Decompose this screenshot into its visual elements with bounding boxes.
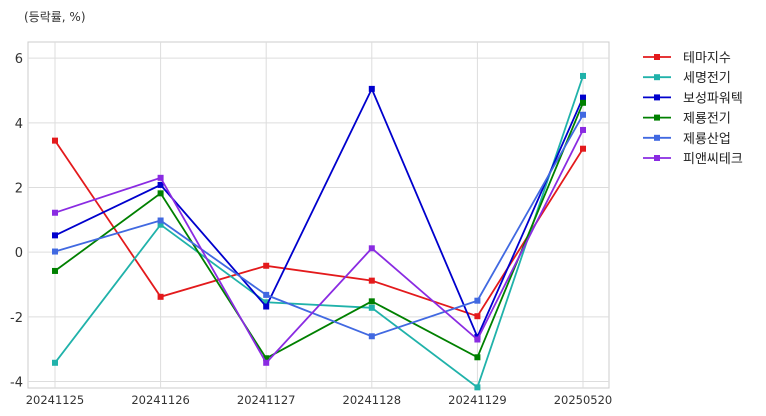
data-point xyxy=(580,126,586,133)
data-point xyxy=(474,336,481,343)
data-point xyxy=(263,262,270,269)
data-point xyxy=(474,297,481,304)
legend-entry: 보성파워텍 xyxy=(643,91,743,106)
data-point xyxy=(474,384,481,391)
data-point xyxy=(157,174,164,181)
data-point xyxy=(52,267,58,274)
legend-marker xyxy=(654,94,660,101)
data-point xyxy=(52,137,58,144)
series-lines xyxy=(52,72,586,391)
x-tick-label: 20241125 xyxy=(26,393,85,407)
data-point xyxy=(157,293,164,300)
legend-marker xyxy=(654,74,660,81)
series-line xyxy=(54,140,584,318)
x-tick-label: 20241126 xyxy=(131,393,190,407)
data-point xyxy=(263,303,270,310)
data-point xyxy=(157,221,164,228)
data-point xyxy=(474,313,481,320)
data-point xyxy=(368,277,375,284)
y-tick-label: 6 xyxy=(15,52,23,67)
data-point xyxy=(52,209,58,216)
y-tick-label: -4 xyxy=(10,376,23,391)
y-tick-label: 2 xyxy=(15,182,23,197)
x-tick-label: 20241128 xyxy=(343,393,402,407)
data-point xyxy=(263,355,270,362)
data-point xyxy=(368,304,375,311)
y-tick-label: 0 xyxy=(15,246,23,261)
legend-entry: 제룡산업 xyxy=(643,132,731,147)
data-point xyxy=(52,232,58,239)
data-point xyxy=(474,354,481,361)
data-point xyxy=(580,72,586,79)
legend-marker xyxy=(654,155,660,161)
legend-label: 제룡전기 xyxy=(683,112,731,127)
legend-label: 테마지수 xyxy=(683,51,731,66)
legend-label: 제룡산업 xyxy=(683,132,731,147)
axes: -4 -2 0 2 4 6 20241125 20241126 20241127 20241128… xyxy=(10,52,612,407)
data-point xyxy=(263,291,270,298)
legend-label: 세명전기 xyxy=(683,71,731,86)
data-point xyxy=(157,190,164,197)
series-line xyxy=(54,86,584,340)
x-tick-label: 20241129 xyxy=(448,393,507,407)
data-point xyxy=(368,298,375,305)
plot-area xyxy=(27,41,610,389)
legend-marker xyxy=(654,114,660,121)
unit-label: (등락률, %) xyxy=(24,10,86,24)
legend-entry: 세명전기 xyxy=(643,71,731,86)
data-point xyxy=(157,181,164,188)
legend-entry: 제룡전기 xyxy=(643,112,731,127)
series-line xyxy=(54,129,584,365)
y-tick-label: 4 xyxy=(15,117,23,132)
legend-marker xyxy=(654,54,660,60)
data-point xyxy=(52,359,58,366)
legend-label: 보성파워텍 xyxy=(683,91,743,106)
data-point xyxy=(263,359,270,366)
data-point xyxy=(580,111,586,118)
data-point xyxy=(368,85,375,92)
legend-entry: 테마지수 xyxy=(643,51,731,66)
grid-lines xyxy=(27,41,610,389)
series-line xyxy=(54,102,584,360)
data-point xyxy=(580,99,586,106)
data-point xyxy=(52,248,58,255)
data-point xyxy=(263,299,270,306)
data-point xyxy=(157,217,164,224)
legend-marker xyxy=(654,134,660,141)
data-point xyxy=(580,94,586,101)
legend-entry: 피앤씨테크 xyxy=(643,152,743,167)
data-point xyxy=(580,145,586,152)
legend-label: 피앤씨테크 xyxy=(683,152,743,167)
x-tick-label: 20250520 xyxy=(554,393,613,407)
data-point xyxy=(368,333,375,340)
y-tick-label: -2 xyxy=(10,311,23,326)
series-line xyxy=(54,114,584,338)
x-tick-label: 20241127 xyxy=(237,393,296,407)
data-point xyxy=(368,245,375,252)
